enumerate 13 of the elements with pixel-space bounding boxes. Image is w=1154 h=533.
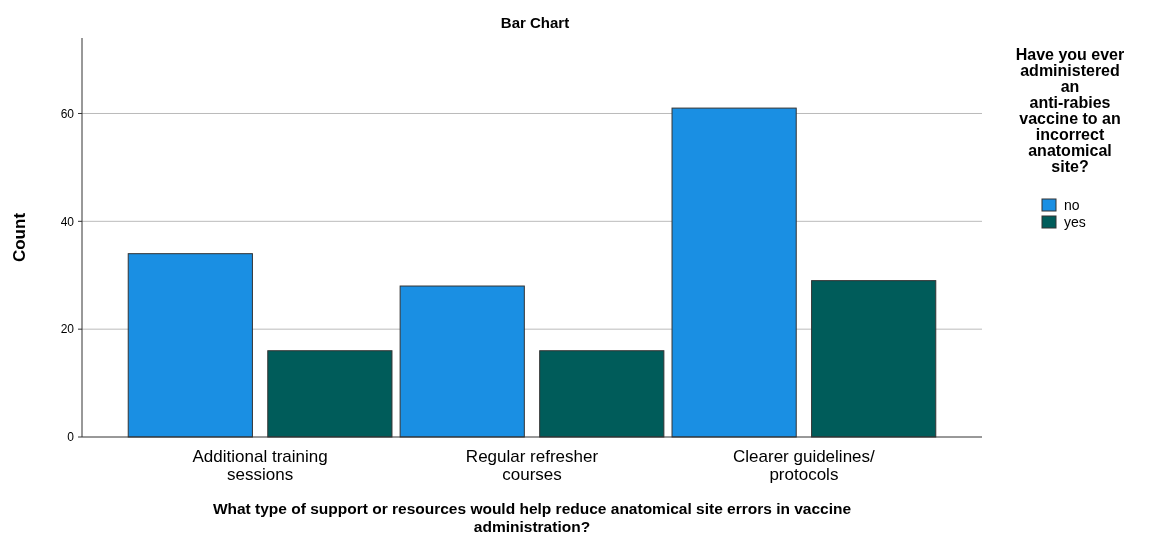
y-tick-label: 20 <box>60 322 75 337</box>
legend-label: yes <box>1064 213 1086 230</box>
legend-label: no <box>1064 196 1080 213</box>
y-tick-label: 40 <box>60 214 75 229</box>
y-axis-title: Count <box>10 212 29 263</box>
x-tick-label: Regular refresher courses <box>465 447 599 484</box>
legend-title: Have you ever administered an anti-rabies vaccine to an incorrect anatomical site? <box>1015 46 1125 175</box>
y-tick-label: 0 <box>67 430 75 445</box>
y-tick-label: 60 <box>60 106 75 121</box>
x-tick-label: Clearer guidelines/ protocols <box>733 447 876 484</box>
chart-title: Bar Chart <box>500 14 570 31</box>
x-axis-title: What type of support or resources would help reduce anatomical site errors in vaccine administration? <box>212 500 852 533</box>
x-tick-label: Additional training sessions <box>192 447 328 484</box>
